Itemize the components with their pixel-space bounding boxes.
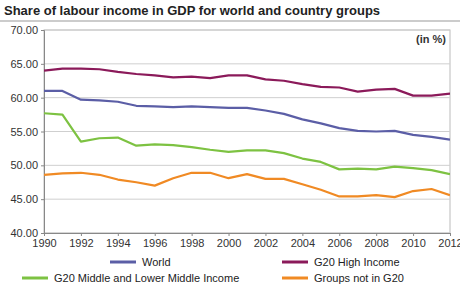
y-tick: 50.00 xyxy=(10,159,44,171)
x-tick: 2010 xyxy=(401,233,425,249)
grid-line xyxy=(44,30,450,31)
legend-swatch xyxy=(282,261,308,264)
y-axis-line xyxy=(41,31,45,234)
grid xyxy=(44,30,450,233)
x-tick: 2006 xyxy=(328,233,352,249)
x-axis-line xyxy=(45,234,451,237)
x-tick: 1992 xyxy=(69,233,93,249)
y-tick-label: 45.00 xyxy=(10,193,38,205)
y-tick: 70.00 xyxy=(10,24,44,36)
y-tick-label: 70.00 xyxy=(10,24,38,36)
grid-line xyxy=(44,63,450,64)
x-tick-label: 2006 xyxy=(328,237,352,249)
y-tick-mark xyxy=(41,98,44,99)
x-tick: 1996 xyxy=(143,233,167,249)
x-tick-mark xyxy=(192,233,193,236)
y-tick-mark xyxy=(41,165,44,166)
x-tick-label: 2008 xyxy=(364,237,388,249)
y-tick-label: 50.00 xyxy=(10,159,38,171)
y-tick: 60.00 xyxy=(10,92,44,104)
x-tick-mark xyxy=(376,233,377,236)
chart: Share of labour income in GDP for world … xyxy=(0,0,460,290)
x-tick-mark xyxy=(118,233,119,236)
x-tick-mark xyxy=(339,233,340,236)
x-tick-label: 1992 xyxy=(69,237,93,249)
y-tick-mark xyxy=(41,199,44,200)
plot: 40.0045.0050.0055.0060.0065.0070.0019901… xyxy=(10,24,460,249)
legend-item: G20 High Income xyxy=(282,256,400,268)
x-tick: 2012 xyxy=(438,233,460,249)
legend-swatch xyxy=(110,261,136,264)
y-tick-mark xyxy=(41,233,44,234)
legend-label: G20 High Income xyxy=(314,256,400,268)
grid-line xyxy=(44,97,450,98)
series-line xyxy=(44,69,450,96)
y-axis: 40.0045.0050.0055.0060.0065.0070.00 xyxy=(10,24,44,239)
x-tick-mark xyxy=(229,233,230,236)
x-tick-label: 2002 xyxy=(254,237,278,249)
legend-label: World xyxy=(142,256,171,268)
title: Share of labour income in GDP for world … xyxy=(4,3,380,18)
x-tick: 2002 xyxy=(254,233,278,249)
series-line xyxy=(44,113,450,174)
x-tick: 1990 xyxy=(32,233,56,249)
plot-frame xyxy=(44,30,450,233)
y-tick-mark xyxy=(41,64,44,65)
x-tick-mark xyxy=(155,233,156,236)
x-tick: 2004 xyxy=(291,233,315,249)
x-tick-label: 1998 xyxy=(180,237,204,249)
x-tick-label: 2010 xyxy=(401,237,425,249)
legend-swatch xyxy=(282,277,308,280)
y-tick-mark xyxy=(41,132,44,133)
x-tick: 1994 xyxy=(106,233,130,249)
x-tick-mark xyxy=(450,233,451,236)
legend-swatch xyxy=(22,277,48,280)
y-tick: 45.00 xyxy=(10,193,44,205)
x-tick-mark xyxy=(81,233,82,236)
x-tick-label: 1996 xyxy=(143,237,167,249)
x-tick: 1998 xyxy=(180,233,204,249)
x-tick-label: 1990 xyxy=(32,237,56,249)
x-tick-mark xyxy=(302,233,303,236)
legend-item: G20 Middle and Lower Middle Income xyxy=(22,272,239,284)
x-tick-label: 1994 xyxy=(106,237,130,249)
annotation: (in %) xyxy=(416,33,446,45)
x-tick-mark xyxy=(44,233,45,236)
title-rule xyxy=(0,21,460,22)
x-tick-label: 2004 xyxy=(291,237,315,249)
x-axis: 1990 1992 1994 1996 1998 2000 2002 2004 2006 2008… xyxy=(32,233,460,249)
y-tick: 65.00 xyxy=(10,58,44,70)
legend-item: World xyxy=(110,256,171,268)
legend-label: Groups not in G20 xyxy=(314,272,404,284)
x-tick-label: 2000 xyxy=(217,237,241,249)
y-tick: 55.00 xyxy=(10,126,44,138)
grid-line xyxy=(44,199,450,200)
series-group xyxy=(44,69,450,198)
y-tick-label: 55.00 xyxy=(10,126,38,138)
x-tick: 2000 xyxy=(217,233,241,249)
legend-label: G20 Middle and Lower Middle Income xyxy=(54,272,239,284)
legend: World G20 High Income G20 Middle and Lower… xyxy=(22,256,404,284)
grid-line xyxy=(44,165,450,166)
y-tick-label: 60.00 xyxy=(10,92,38,104)
y-tick-mark xyxy=(41,30,44,31)
x-tick-mark xyxy=(265,233,266,236)
x-tick-label: 2012 xyxy=(438,237,460,249)
series-line xyxy=(44,173,450,197)
x-tick: 2008 xyxy=(364,233,388,249)
series-line xyxy=(44,91,450,140)
legend-item: Groups not in G20 xyxy=(282,272,404,284)
x-tick-mark xyxy=(413,233,414,236)
y-tick-label: 65.00 xyxy=(10,58,38,70)
